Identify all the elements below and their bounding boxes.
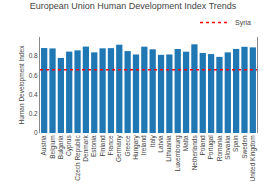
svg-text:Netherlands: Netherlands — [191, 135, 198, 171]
svg-text:Sweden: Sweden — [241, 135, 248, 159]
svg-text:Finland: Finland — [99, 135, 106, 157]
svg-text:Hungary: Hungary — [132, 135, 140, 160]
svg-text:0: 0 — [34, 129, 38, 136]
svg-text:0.8: 0.8 — [29, 52, 38, 59]
svg-text:Belgium: Belgium — [49, 135, 57, 158]
svg-text:Italy: Italy — [149, 135, 157, 148]
svg-text:Malta: Malta — [182, 135, 189, 151]
svg-text:Human Development Index: Human Development Index — [18, 45, 26, 125]
svg-text:Romania: Romania — [216, 135, 223, 161]
svg-text:Lithuania: Lithuania — [165, 135, 172, 162]
svg-text:0.2: 0.2 — [29, 110, 38, 117]
svg-text:Cyprus: Cyprus — [65, 135, 73, 156]
svg-text:Poland: Poland — [199, 135, 206, 156]
svg-text:Luxembourg: Luxembourg — [174, 135, 182, 172]
svg-text:Czech Republic: Czech Republic — [74, 135, 82, 181]
svg-text:European Union Human Developme: European Union Human Development Index T… — [30, 1, 237, 11]
svg-text:Slovakia: Slovakia — [224, 135, 231, 160]
svg-text:Denmark: Denmark — [82, 135, 89, 162]
svg-text:0.4: 0.4 — [29, 91, 38, 98]
svg-text:Syria: Syria — [235, 19, 251, 27]
svg-text:Latvia: Latvia — [157, 135, 164, 153]
svg-text:Greece: Greece — [124, 135, 131, 157]
svg-text:Ireland: Ireland — [140, 135, 147, 155]
svg-text:0.6: 0.6 — [29, 72, 38, 79]
svg-text:France: France — [107, 135, 114, 156]
svg-text:Bulgaria: Bulgaria — [57, 135, 65, 159]
svg-text:Germany: Germany — [115, 135, 123, 162]
svg-text:Portugal: Portugal — [207, 135, 215, 160]
svg-text:United Kingdom: United Kingdom — [249, 135, 257, 181]
svg-text:Austria: Austria — [40, 135, 47, 156]
svg-text:Spain: Spain — [232, 135, 240, 152]
svg-text:Estonia: Estonia — [90, 135, 97, 157]
